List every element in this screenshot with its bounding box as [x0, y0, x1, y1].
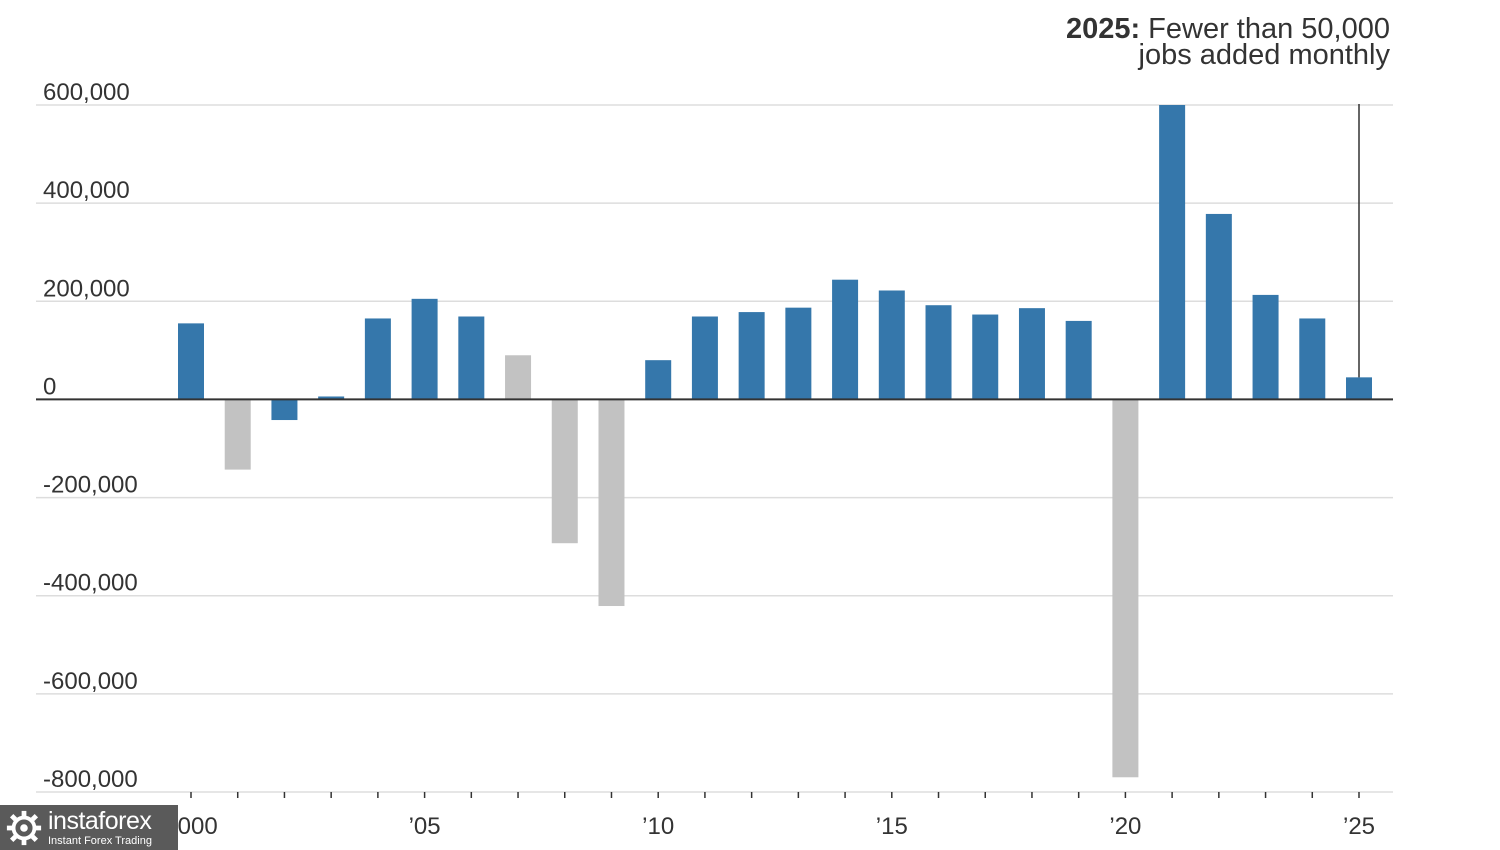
- bar: [972, 314, 999, 400]
- gear-logo-icon: [6, 810, 42, 845]
- bar: [691, 316, 718, 400]
- bar: [738, 312, 765, 400]
- bar: [1065, 320, 1092, 400]
- watermark-tagline: Instant Forex Trading: [48, 834, 152, 847]
- bar: [785, 307, 812, 400]
- bar: [1018, 308, 1045, 400]
- bar: [364, 318, 391, 400]
- x-tick-label: ’15: [876, 813, 908, 840]
- bar: [224, 399, 251, 470]
- bar: [1346, 377, 1372, 400]
- annotation-text-1: Fewer than 50,000: [1148, 13, 1390, 45]
- bar: [318, 396, 345, 400]
- annotation-year: 2025:: [1065, 13, 1141, 45]
- bar: [598, 399, 625, 607]
- bar: [925, 305, 952, 400]
- bar: [645, 360, 672, 400]
- bar: [505, 355, 532, 400]
- y-tick-label: 0: [43, 373, 56, 400]
- y-tick-label: -600,000: [43, 668, 138, 695]
- bar: [458, 316, 485, 400]
- bar: [551, 399, 578, 544]
- x-tick-label: ’25: [1343, 813, 1375, 840]
- y-tick-label: 200,000: [43, 275, 130, 302]
- bar: [1252, 294, 1279, 400]
- annotation-2025: 2025: Fewer than 50,000 jobs added month…: [1065, 13, 1391, 71]
- bar: [411, 298, 438, 400]
- y-tick-label: 400,000: [43, 177, 130, 204]
- annotation-line-1: 2025: Fewer than 50,000: [1065, 13, 1390, 45]
- bar: [1205, 213, 1232, 400]
- bar: [271, 399, 298, 421]
- annotation-text-2: jobs added monthly: [1138, 39, 1391, 71]
- bar: [878, 290, 905, 400]
- bar: [178, 323, 204, 400]
- x-tick-label: ’05: [409, 813, 441, 840]
- y-tick-label: 600,000: [43, 79, 130, 106]
- y-tick-label: -800,000: [43, 766, 138, 793]
- y-tick-label: -200,000: [43, 472, 138, 499]
- x-tick-label: ’10: [642, 813, 674, 840]
- bar: [1299, 318, 1326, 400]
- bar: [832, 279, 859, 400]
- x-tick-label: ’20: [1109, 813, 1141, 840]
- instaforex-watermark: instaforex Instant Forex Trading: [0, 805, 178, 850]
- watermark-brand: instaforex: [48, 806, 152, 835]
- y-tick-label: -400,000: [43, 570, 138, 597]
- bar: [1112, 399, 1139, 778]
- bar: [1159, 105, 1186, 400]
